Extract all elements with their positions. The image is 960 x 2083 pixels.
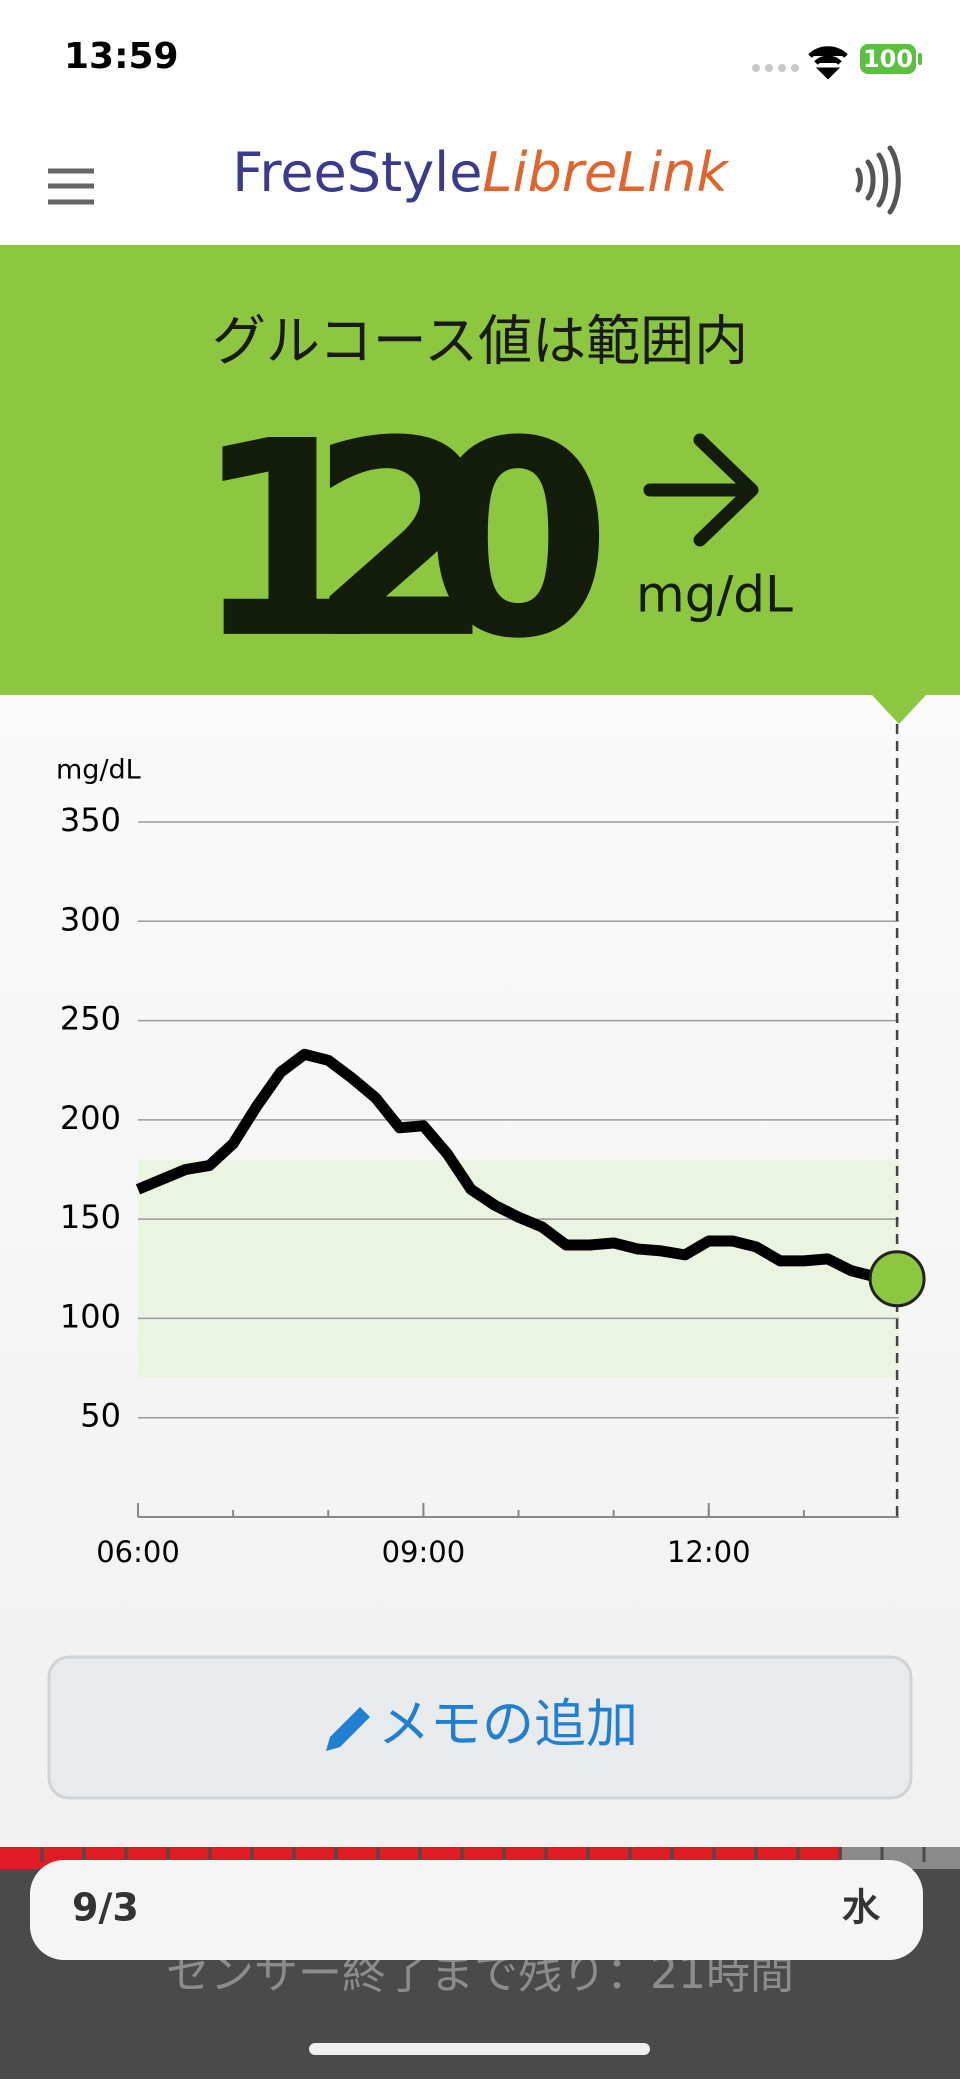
pencil-icon [326,1707,370,1751]
y-tick-label: 150 [60,1198,121,1236]
date-pill [30,1860,923,1960]
x-tick-label: 12:00 [667,1535,751,1569]
target-range [138,1159,899,1378]
x-tick-label: 09:00 [382,1535,466,1569]
y-axis-label: mg/dL [56,755,141,786]
glucose-line [135,1048,898,1285]
current-reading-dot [868,1250,926,1308]
weekday: 水 [842,1886,881,1930]
y-tick-label: 300 [60,900,121,938]
banner-title: グルコース値は範囲内 [212,310,748,373]
progress-dividers [40,1847,926,1862]
glucose-chart: mg/dL 50 100 150 200 250 300 350 06:00 09:00 12:0… [56,724,926,1569]
memo-label[interactable]: メモの追加 [378,1695,638,1755]
logo-freestyle: FreeStyle [232,141,482,204]
y-tick-label: 100 [60,1297,121,1335]
y-tick-label: 50 [80,1397,121,1435]
signal [752,64,799,72]
battery-level: 100 [863,45,913,73]
y-tick-label: 200 [60,1099,121,1137]
status-banner [0,245,960,695]
status-time: 13:59 [64,36,179,77]
y-tick-label: 350 [60,801,121,839]
glucose-value: 120 [192,383,612,698]
x-tick-label: 06:00 [96,1535,180,1569]
memo-button[interactable] [47,1655,913,1800]
banner-pointer [872,695,926,724]
trend-arrow [643,433,759,547]
menu-icon[interactable] [48,168,94,205]
logo-librelink: LibreLink [482,141,730,204]
logo: FreeStyleLibreLink [232,141,730,204]
home-indicator [309,2043,650,2055]
battery [860,44,916,74]
header-bg [0,0,960,245]
glucose-unit: mg/dL [636,566,793,624]
date: 9/3 [72,1886,139,1930]
y-tick-label: 250 [60,1000,121,1038]
wifi-icon [808,46,848,80]
scan-icon[interactable] [855,145,901,215]
battery-tip [918,53,922,65]
